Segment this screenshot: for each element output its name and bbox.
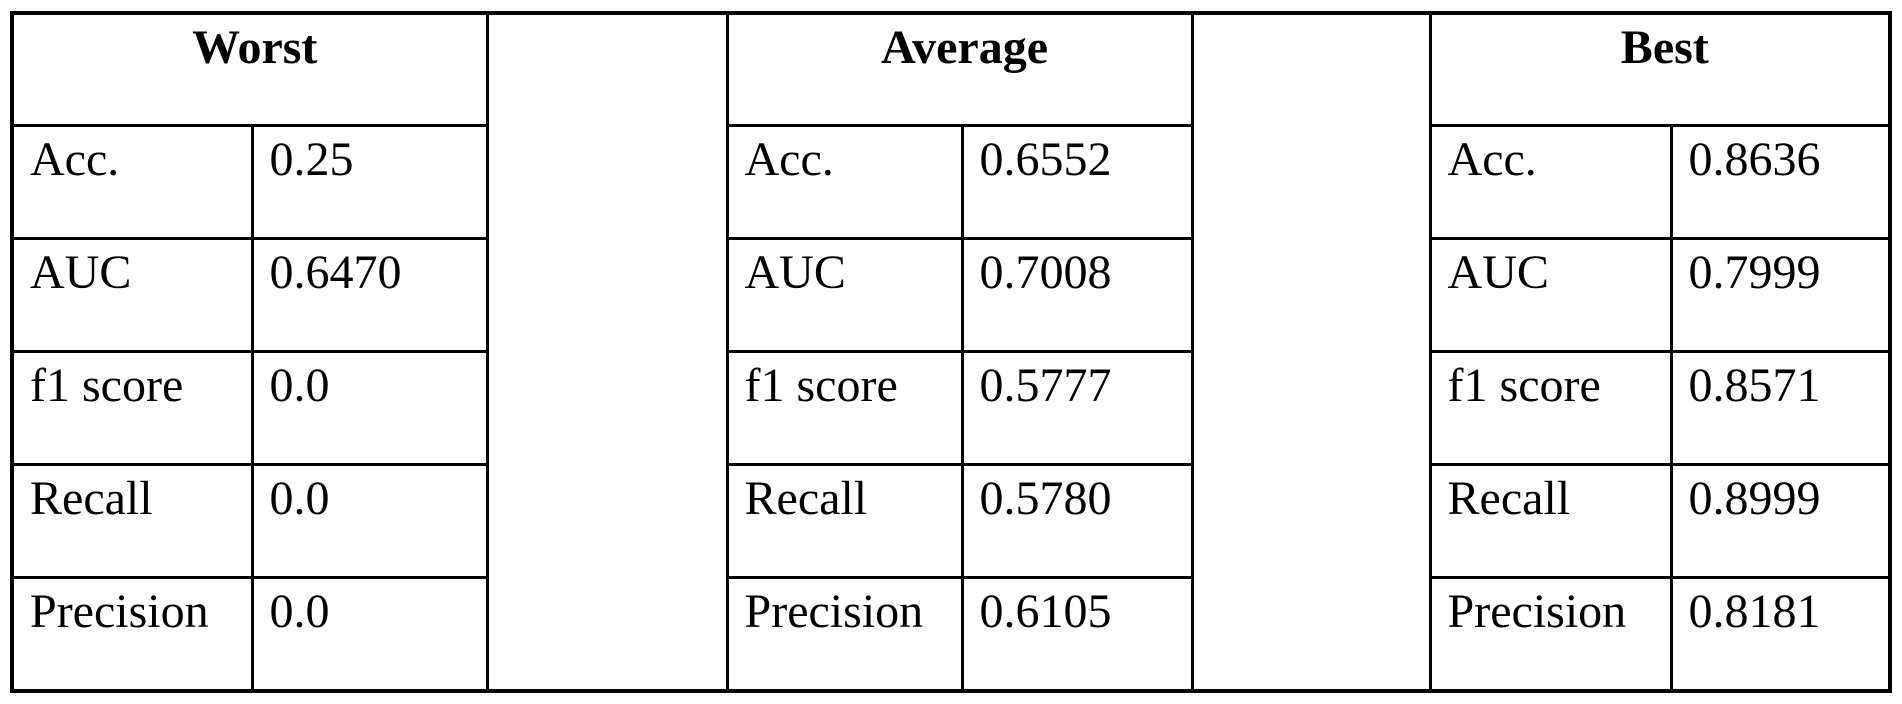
- metric-value: 0.5780: [960, 463, 1194, 580]
- metric-value: 0.0: [250, 463, 489, 580]
- metric-label: AUC: [1428, 236, 1673, 353]
- metric-value: 0.0: [250, 349, 489, 467]
- gap-column-1: [485, 11, 729, 693]
- metric-label: Acc.: [10, 124, 254, 240]
- metrics-comparison-table: Worst Average Best Acc. 0.25 Acc. 0.6552…: [10, 11, 1893, 693]
- row-recall: Recall 0.0 Recall 0.5780 Recall 0.8999: [10, 463, 1892, 580]
- metric-value: 0.25: [250, 124, 489, 240]
- metric-label: Acc.: [1428, 124, 1673, 240]
- metric-value: 0.6552: [960, 124, 1194, 240]
- metric-label: AUC: [725, 236, 964, 353]
- metric-value: 0.8999: [1669, 463, 1892, 580]
- table-title-worst: Worst: [10, 11, 489, 127]
- metric-label: f1 score: [1428, 349, 1673, 467]
- metric-label: Precision: [1428, 576, 1673, 693]
- metric-label: Recall: [725, 463, 964, 580]
- row-acc: Acc. 0.25 Acc. 0.6552 Acc. 0.8636: [10, 124, 1892, 240]
- metric-label: f1 score: [725, 349, 964, 467]
- metric-value: 0.5777: [960, 349, 1194, 467]
- metric-value: 0.8181: [1669, 576, 1892, 693]
- metric-value: 0.6470: [250, 236, 489, 353]
- metric-label: Recall: [1428, 463, 1673, 580]
- metric-value: 0.8571: [1669, 349, 1892, 467]
- metric-label: Recall: [10, 463, 254, 580]
- header-row: Worst Average Best: [10, 11, 1892, 693]
- metric-value: 0.7999: [1669, 236, 1892, 353]
- row-precision: Precision 0.0 Precision 0.6105 Precision…: [10, 576, 1892, 693]
- table-title-average: Average: [725, 11, 1194, 127]
- metric-value: 0.7008: [960, 236, 1194, 353]
- gap-column-2: [1190, 11, 1432, 693]
- metric-label: Precision: [10, 576, 254, 693]
- metric-label: Precision: [725, 576, 964, 693]
- metric-value: 0.6105: [960, 576, 1194, 693]
- row-auc: AUC 0.6470 AUC 0.7008 AUC 0.7999: [10, 236, 1892, 353]
- metric-value: 0.0: [250, 576, 489, 693]
- table-title-best: Best: [1428, 11, 1892, 127]
- metric-label: Acc.: [725, 124, 964, 240]
- metric-label: f1 score: [10, 349, 254, 467]
- metric-label: AUC: [10, 236, 254, 353]
- row-f1-score: f1 score 0.0 f1 score 0.5777 f1 score 0.…: [10, 349, 1892, 467]
- metric-value: 0.8636: [1669, 124, 1892, 240]
